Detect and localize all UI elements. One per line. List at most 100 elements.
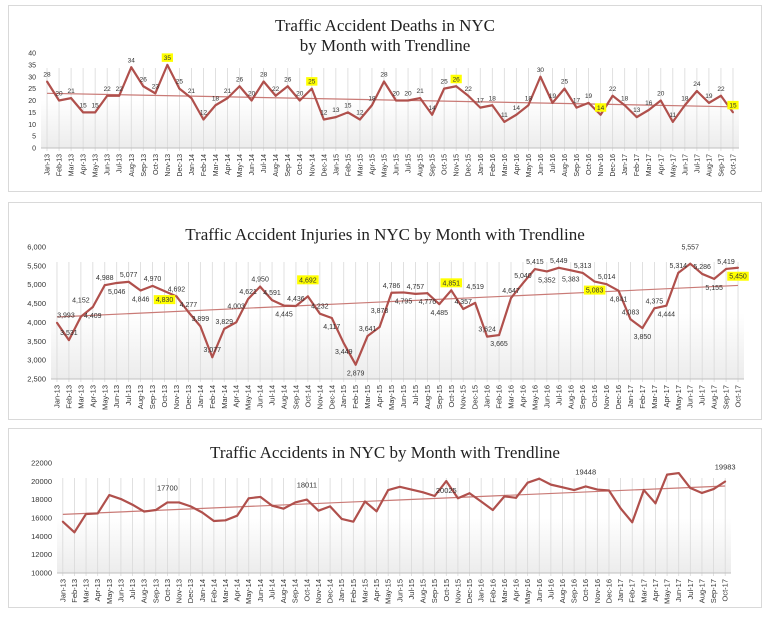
- injuries-chart-title: Traffic Accident Injuries in NYC by Mont…: [9, 225, 761, 245]
- data-label: 4,117: [323, 324, 340, 331]
- data-label: 5,040: [514, 273, 532, 280]
- data-point: [310, 87, 313, 90]
- x-tick-label: Apr-13: [88, 385, 97, 408]
- x-tick-label: Mar-13: [76, 385, 85, 409]
- data-point: [426, 292, 429, 295]
- data-point: [474, 301, 477, 304]
- x-tick-label: Dec-14: [327, 385, 336, 409]
- data-label: 26: [236, 76, 244, 83]
- data-point: [94, 111, 97, 114]
- data-point: [659, 99, 662, 102]
- x-tick-label: Aug-15: [423, 385, 432, 409]
- data-label: 4,776: [419, 299, 437, 306]
- data-point: [641, 327, 644, 330]
- data-point: [677, 271, 680, 274]
- data-point: [503, 120, 506, 123]
- data-point: [642, 489, 645, 492]
- data-point: [259, 495, 262, 498]
- x-tick-label: Mar-16: [502, 154, 509, 176]
- data-label: 20: [248, 91, 256, 98]
- data-label: 18011: [297, 481, 317, 490]
- x-tick-label: Aug-15: [419, 579, 428, 603]
- data-label: 4,988: [96, 275, 114, 282]
- x-tick-label: Sep-17: [722, 385, 731, 409]
- data-point: [414, 292, 417, 295]
- x-tick-label: Feb-14: [201, 154, 208, 176]
- data-label: 20: [55, 91, 63, 98]
- x-tick-label: Sep-13: [148, 385, 157, 409]
- data-label: 3,993: [57, 313, 75, 320]
- data-point: [259, 285, 262, 288]
- x-tick-label: Mar-13: [82, 579, 91, 603]
- data-point: [445, 480, 448, 483]
- data-label: 4,846: [132, 297, 150, 304]
- data-point: [223, 327, 226, 330]
- x-tick-label: Apr-17: [651, 579, 660, 602]
- data-label: 4,445: [275, 312, 293, 319]
- data-label: 4,519: [466, 284, 484, 291]
- data-point: [539, 75, 542, 78]
- x-tick-label: Sep-14: [291, 579, 300, 603]
- data-label: 11: [669, 112, 676, 119]
- data-label: 12: [200, 110, 208, 117]
- data-label: 22: [116, 86, 124, 93]
- data-label: 5,419: [717, 259, 735, 266]
- x-tick-label: Jul-14: [261, 154, 268, 173]
- x-tick-label: Feb-13: [70, 579, 79, 603]
- data-label: 21: [416, 88, 424, 95]
- data-label: 14: [597, 105, 605, 112]
- data-label: 25: [561, 79, 569, 86]
- x-tick-label: Apr-16: [512, 579, 521, 602]
- data-label: 20025: [436, 486, 457, 495]
- data-point: [247, 497, 250, 500]
- data-point: [707, 101, 710, 104]
- data-label: 15: [344, 102, 352, 109]
- data-label: 12: [356, 110, 364, 117]
- x-tick-label: Apr-13: [81, 154, 88, 175]
- x-tick-label: Oct-17: [730, 154, 737, 175]
- x-tick-label: Jun-14: [256, 385, 265, 408]
- x-tick-label: Apr-15: [369, 154, 376, 175]
- data-label: 21: [188, 88, 196, 95]
- data-label: 4,692: [168, 286, 186, 293]
- data-label: 14: [513, 105, 521, 112]
- data-point: [187, 310, 190, 313]
- data-point: [665, 304, 668, 307]
- data-point: [382, 80, 385, 83]
- x-tick-label: Jan-16: [478, 154, 485, 176]
- data-label: 34: [128, 57, 136, 64]
- data-point: [73, 531, 76, 534]
- x-tick-label: Sep-15: [430, 579, 439, 603]
- data-point: [370, 104, 373, 107]
- data-point: [358, 118, 361, 121]
- x-tick-label: Oct-14: [297, 154, 304, 175]
- data-point: [599, 113, 602, 116]
- data-point: [689, 487, 692, 490]
- data-point: [480, 500, 483, 503]
- data-point: [103, 284, 106, 287]
- y-tick-label: 16000: [31, 514, 52, 523]
- x-tick-label: Oct-16: [586, 154, 593, 175]
- data-point: [689, 262, 692, 265]
- data-point: [623, 104, 626, 107]
- x-tick-label: Jan-15: [337, 579, 346, 602]
- data-label: 4,647: [502, 288, 520, 295]
- x-tick-label: Dec-16: [610, 154, 617, 177]
- data-point: [131, 503, 134, 506]
- data-label: 24: [693, 81, 701, 88]
- data-label: 28: [380, 72, 388, 79]
- x-tick-label: Feb-14: [209, 579, 218, 603]
- data-point: [274, 94, 277, 97]
- x-tick-label: Aug-14: [273, 154, 280, 177]
- data-label: 17700: [157, 483, 178, 492]
- data-point: [719, 94, 722, 97]
- data-label: 28: [43, 72, 51, 79]
- y-tick-label: 6,000: [27, 243, 46, 252]
- y-tick-label: 3,500: [27, 337, 46, 346]
- data-point: [593, 280, 596, 283]
- x-tick-label: Jan-17: [616, 579, 625, 602]
- x-tick-label: May-13: [105, 579, 114, 604]
- data-point: [521, 282, 524, 285]
- deaths-title-line2: by Month with Trendline: [299, 36, 471, 55]
- x-tick-label: Jun-17: [686, 385, 695, 408]
